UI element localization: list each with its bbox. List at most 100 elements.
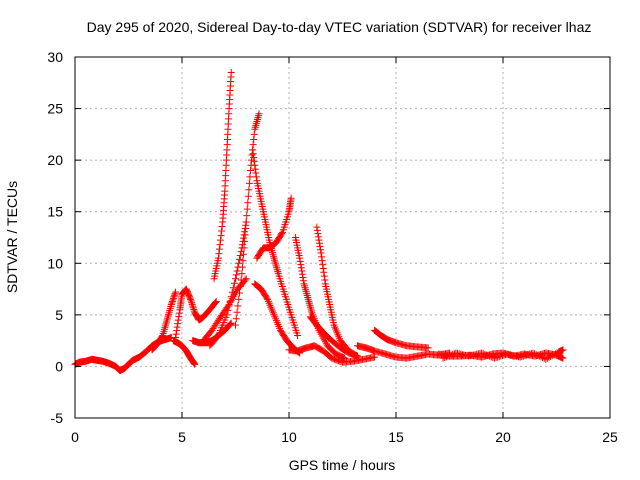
data-point [315, 239, 323, 247]
data-point [214, 254, 222, 262]
data-point [320, 272, 328, 280]
data-point [521, 352, 529, 360]
data-point [494, 353, 502, 361]
data-point [190, 360, 198, 368]
data-point [171, 290, 179, 298]
data-point [516, 353, 524, 361]
series-decay-c [169, 337, 199, 368]
data-point [299, 273, 307, 281]
data-point [230, 279, 238, 287]
data-point [321, 276, 329, 284]
data-point [439, 354, 447, 362]
series-tail-q [353, 342, 453, 362]
data-point [523, 351, 531, 359]
data-point [241, 231, 249, 239]
data-point [447, 351, 455, 359]
data-point [187, 297, 195, 305]
data-point [446, 352, 453, 360]
data-point [542, 355, 550, 363]
y-tick-label: -5 [51, 410, 64, 426]
data-point [242, 218, 250, 226]
data-point [250, 136, 258, 144]
data-point [318, 257, 326, 265]
data-point [559, 354, 567, 362]
data-point [189, 304, 197, 312]
data-point [518, 353, 526, 361]
data-point [495, 353, 503, 361]
x-axis-label: GPS time / hours [289, 457, 396, 473]
y-tick-label: 10 [47, 255, 63, 271]
data-point [234, 302, 242, 310]
data-point [174, 316, 182, 324]
data-point [223, 311, 231, 319]
data-point [241, 237, 249, 245]
data-point [236, 289, 244, 297]
data-point [539, 354, 547, 362]
data-point [215, 250, 223, 258]
data-point [186, 294, 194, 302]
data-point [297, 264, 305, 272]
data-point [519, 352, 527, 360]
data-point [237, 276, 245, 284]
series-hump-k [253, 194, 295, 262]
data-point [500, 351, 508, 359]
data-point [318, 253, 326, 261]
series-decay-m [313, 223, 361, 360]
data-point [534, 351, 542, 359]
data-point [246, 166, 254, 174]
data-point [250, 157, 258, 165]
data-point [442, 353, 450, 361]
data-point [449, 350, 457, 358]
data-point [188, 299, 196, 307]
data-point [537, 353, 545, 361]
data-point [482, 351, 490, 359]
data-point [240, 244, 248, 252]
data-point [243, 205, 251, 213]
data-point [371, 353, 379, 361]
data-point [168, 299, 176, 307]
series-ramp-f [199, 275, 250, 345]
data-point [232, 315, 240, 323]
data-point [232, 271, 240, 279]
x-tick-label: 20 [495, 429, 511, 445]
data-point [190, 359, 198, 367]
data-point [559, 346, 567, 354]
chart-title: Day 295 of 2020, Sidereal Day-to-day VTE… [87, 19, 592, 35]
data-point [217, 232, 225, 240]
data-point [313, 223, 321, 231]
data-point [227, 293, 235, 301]
data-point [215, 245, 223, 253]
data-point [543, 354, 551, 362]
data-point [298, 270, 306, 278]
y-tick-label: 25 [47, 101, 63, 117]
data-point [316, 243, 324, 251]
data-point [242, 224, 250, 232]
data-point [251, 165, 259, 173]
data-point [551, 350, 559, 358]
data-point [246, 173, 254, 181]
data-point [167, 301, 175, 309]
data-point [191, 360, 199, 368]
data-point [227, 319, 235, 327]
data-point [226, 297, 234, 305]
data-point [319, 264, 327, 272]
data-point [441, 354, 449, 362]
data-point [524, 351, 532, 359]
data-point [239, 257, 247, 265]
data-point [233, 267, 241, 275]
data-point [486, 352, 494, 360]
data-point [294, 331, 302, 339]
data-point [317, 249, 325, 257]
data-point [263, 294, 271, 302]
data-point [235, 259, 243, 267]
data-point [297, 261, 305, 269]
y-tick-label: 0 [55, 358, 63, 374]
y-tick-label: 30 [47, 49, 63, 65]
data-point [240, 234, 248, 242]
data-point [314, 230, 322, 238]
data-point [211, 298, 219, 306]
series-rise-a [148, 288, 180, 354]
data-point [313, 226, 321, 234]
data-point [169, 294, 177, 302]
